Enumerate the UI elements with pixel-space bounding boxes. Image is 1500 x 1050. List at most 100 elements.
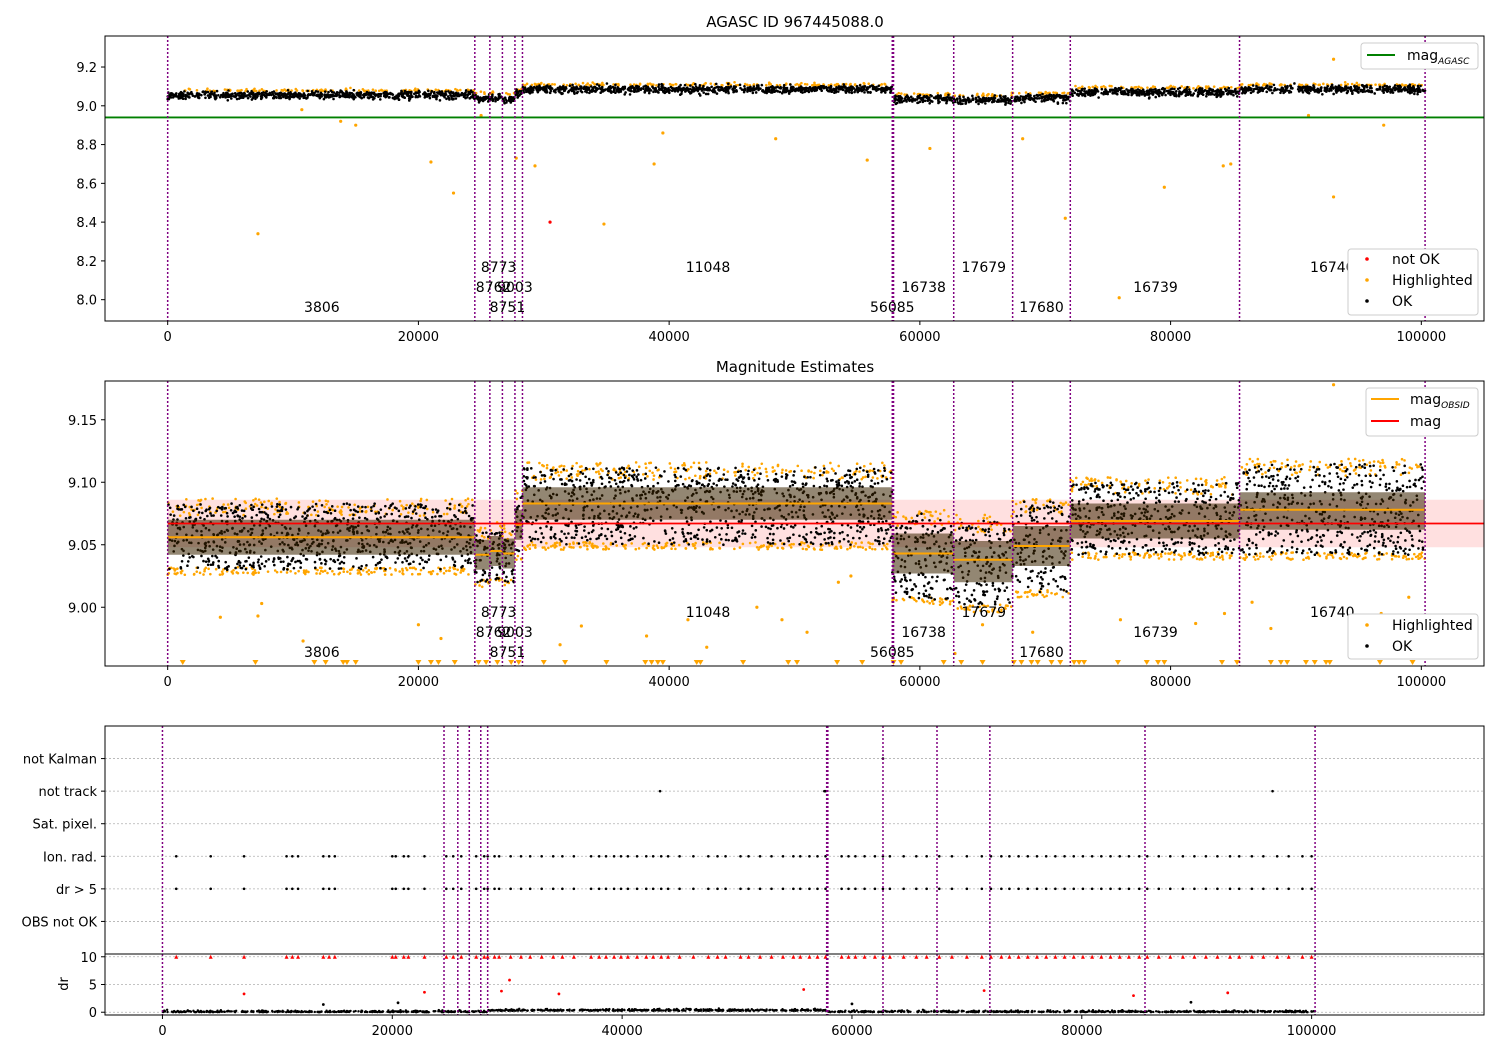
ok-point bbox=[462, 95, 466, 98]
ok-point bbox=[360, 510, 364, 513]
x-tick-label: 0 bbox=[164, 330, 172, 345]
ok-point bbox=[980, 98, 984, 102]
ok-point bbox=[693, 87, 697, 91]
ok-point bbox=[236, 505, 239, 509]
highlighted-point bbox=[318, 499, 321, 502]
ok-point bbox=[410, 90, 413, 94]
ok-point bbox=[484, 96, 488, 100]
ok-point bbox=[1097, 96, 1100, 99]
ok-point bbox=[710, 89, 714, 93]
ok-point bbox=[431, 95, 435, 99]
ok-point bbox=[779, 85, 782, 89]
ok-point bbox=[1090, 88, 1094, 92]
ok-point bbox=[1117, 86, 1121, 90]
ok-point bbox=[885, 85, 888, 89]
highlighted-point bbox=[1165, 86, 1169, 90]
highlighted-point bbox=[796, 464, 800, 468]
ok-point bbox=[955, 97, 959, 101]
ok-point bbox=[476, 580, 479, 584]
ok-point bbox=[1338, 85, 1342, 89]
ok-point bbox=[452, 94, 455, 97]
highlighted-point bbox=[260, 87, 264, 91]
ok-point bbox=[1287, 91, 1291, 94]
ok-point bbox=[1200, 87, 1204, 90]
ok-point bbox=[538, 84, 541, 87]
ok-point bbox=[379, 508, 383, 511]
ok-point bbox=[1410, 88, 1414, 92]
highlighted-point bbox=[377, 89, 381, 93]
ok-point bbox=[410, 516, 413, 520]
obsid-label: 8773 bbox=[481, 260, 517, 276]
ok-point bbox=[327, 95, 331, 99]
ok-point bbox=[689, 84, 692, 87]
ok-point bbox=[411, 510, 415, 513]
ok-point bbox=[320, 503, 324, 507]
ok-point bbox=[1184, 94, 1187, 97]
ok-point bbox=[1045, 96, 1049, 99]
ok-point bbox=[427, 558, 431, 561]
ok-point bbox=[511, 568, 515, 572]
highlighted-point bbox=[286, 512, 290, 515]
highlighted-point bbox=[577, 83, 580, 87]
legend-label: OK bbox=[1392, 294, 1413, 310]
ok-point bbox=[289, 505, 293, 509]
highlighted-point bbox=[516, 554, 520, 558]
ok-point bbox=[203, 93, 207, 96]
ok-point bbox=[976, 99, 980, 103]
ok-point bbox=[215, 509, 218, 513]
ok-point bbox=[1125, 88, 1128, 91]
ok-point bbox=[1241, 91, 1244, 95]
ok-point bbox=[394, 561, 397, 564]
ok-point bbox=[297, 506, 300, 509]
obsid-label: 8751 bbox=[490, 300, 526, 316]
highlighted-point bbox=[991, 93, 994, 96]
ok-point bbox=[237, 97, 241, 100]
ok-point bbox=[364, 505, 367, 509]
ok-point bbox=[770, 88, 774, 91]
highlighted-point bbox=[792, 542, 795, 546]
ok-point bbox=[166, 97, 169, 101]
ok-point bbox=[1289, 86, 1293, 90]
ok-point bbox=[374, 563, 378, 567]
highlighted-point bbox=[436, 572, 439, 576]
ok-point bbox=[873, 87, 876, 91]
ok-point bbox=[316, 90, 320, 93]
highlighted-point bbox=[741, 462, 744, 466]
ok-point bbox=[322, 97, 326, 101]
legend-label: Highlighted bbox=[1392, 273, 1473, 289]
ok-point bbox=[1382, 89, 1385, 92]
ok-point bbox=[172, 514, 176, 517]
highlighted-point bbox=[885, 547, 889, 551]
ok-point bbox=[245, 94, 249, 97]
ok-point bbox=[833, 91, 836, 95]
highlighted-point bbox=[410, 572, 414, 576]
ok-point bbox=[1408, 90, 1412, 93]
highlighted-point bbox=[632, 83, 636, 86]
ok-point bbox=[1397, 88, 1401, 91]
ok-point bbox=[1017, 99, 1021, 102]
ok-point bbox=[855, 87, 858, 91]
ok-point bbox=[808, 85, 812, 89]
highlighted-point bbox=[370, 571, 374, 574]
highlighted-point bbox=[203, 568, 207, 571]
ok-point bbox=[448, 98, 451, 101]
ok-point bbox=[474, 93, 477, 97]
ok-point bbox=[184, 97, 187, 101]
ok-point bbox=[168, 93, 171, 96]
highlighted-point bbox=[442, 571, 446, 575]
highlighted-point bbox=[431, 510, 435, 514]
y-tick-label: 8.0 bbox=[76, 294, 97, 309]
ok-point bbox=[1093, 87, 1097, 90]
highlighted-point bbox=[266, 570, 270, 573]
ok-point bbox=[1064, 94, 1068, 98]
ok-point bbox=[1182, 89, 1186, 93]
ok-point bbox=[291, 556, 295, 560]
highlighted-point bbox=[715, 471, 718, 475]
highlighted-point bbox=[366, 505, 370, 509]
ok-point bbox=[278, 513, 282, 516]
ok-point bbox=[1164, 93, 1167, 97]
ok-point bbox=[977, 102, 980, 106]
ok-point bbox=[962, 98, 966, 102]
ok-point bbox=[549, 89, 553, 93]
ok-point bbox=[405, 559, 409, 563]
